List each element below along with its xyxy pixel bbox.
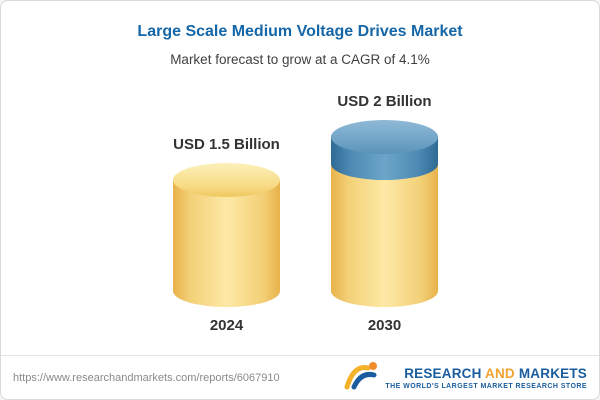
- brand-text: RESEARCH AND MARKETS THE WORLD'S LARGEST…: [385, 366, 587, 390]
- brand-name: RESEARCH AND MARKETS: [404, 366, 587, 381]
- category-label-2030: 2030: [367, 317, 402, 334]
- bar-group-2024: USD 1.5 Billion 2024: [173, 1, 280, 399]
- brand-tagline: THE WORLD'S LARGEST MARKET RESEARCH STOR…: [385, 382, 587, 390]
- value-label-2030: USD 2 Billion: [337, 93, 432, 110]
- bar-group-2030: USD 2 Billion 2030: [331, 1, 438, 399]
- brand-block: RESEARCH AND MARKETS THE WORLD'S LARGEST…: [344, 360, 587, 395]
- brand-word-and: AND: [485, 365, 515, 381]
- footer: https://www.researchandmarkets.com/repor…: [1, 355, 599, 399]
- research-and-markets-logo-icon: [344, 360, 378, 395]
- value-label-2024: USD 1.5 Billion: [173, 135, 280, 153]
- brand-word-markets: MARKETS: [518, 365, 587, 381]
- category-label-2024: 2024: [209, 317, 244, 334]
- brand-word-research: RESEARCH: [404, 365, 482, 381]
- cylinder-cap-2024: [173, 162, 280, 197]
- report-url: https://www.researchandmarkets.com/repor…: [13, 371, 280, 384]
- cylinder-body-2024: [173, 179, 280, 307]
- page-title: Large Scale Medium Voltage Drives Market: [137, 23, 463, 40]
- cylinder-cap-2030: [331, 120, 438, 154]
- page-subtitle: Market forecast to grow at a CAGR of 4.1…: [170, 52, 430, 67]
